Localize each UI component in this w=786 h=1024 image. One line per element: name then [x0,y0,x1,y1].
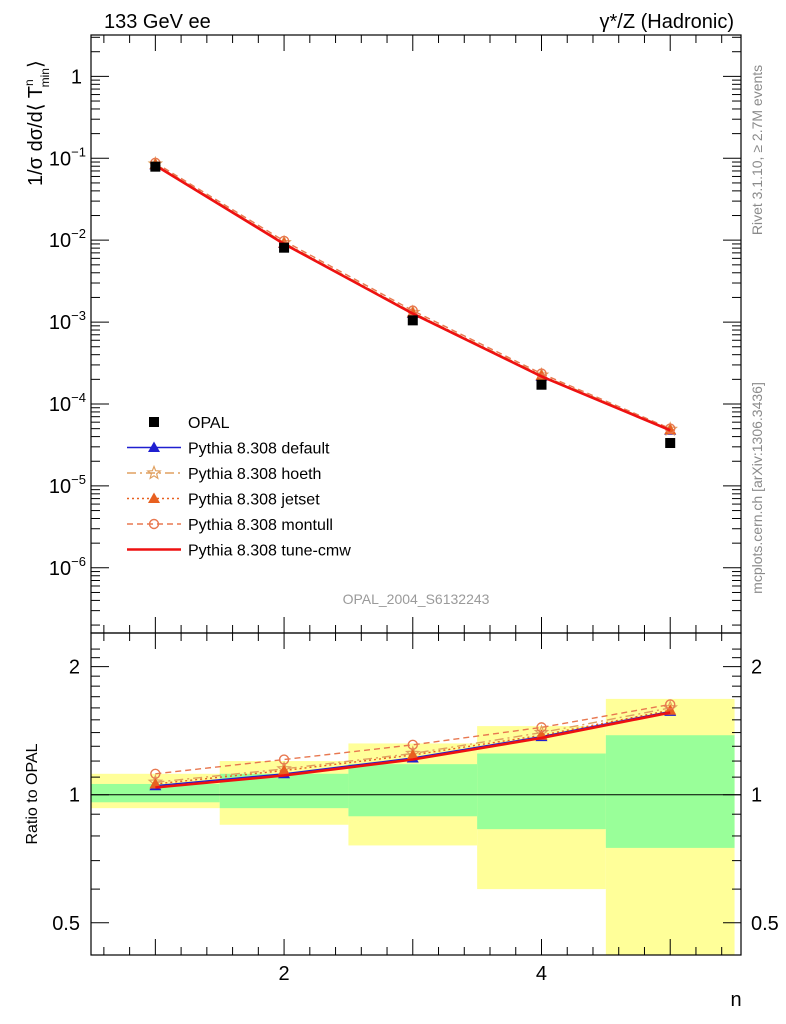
legend-item-tune_cmw: Pythia 8.308 tune-cmw [127,543,351,560]
x-axis-label: n [730,989,741,1011]
legend-item-montull: Pythia 8.308 montull [127,517,333,534]
ratio-point-jetset [149,777,162,789]
ratio-point-montull [407,739,418,751]
legend: OPAL Pythia 8.308 default Pythia 8.308 hoe… [127,415,351,560]
header-right: γ*/Z (Hadronic) [600,11,734,33]
main-y-tick-label: 10−6 [49,554,86,580]
legend-item-hoeth: Pythia 8.308 hoeth [127,464,321,483]
main-panel: 1 10−1 10−2 10−3 10−4 10−5 10−6 OPAL_2004_S613… [22,34,742,634]
ratio-ticks: 2 4 0.5 0.5 1 1 2 2 [52,633,779,985]
ratio-x-tick-label: 2 [279,963,290,985]
main-y-tick-label: 10−5 [49,472,86,498]
ratio-panel: 2 4 0.5 0.5 1 1 2 2 Ratio to OPAL n [24,632,779,1011]
main-point-opal [407,315,418,326]
legend-item-jetset: Pythia 8.308 jetset [127,492,320,509]
main-line-default [154,164,671,431]
main-y-tick-label: 10−1 [49,144,86,170]
main-y-tick-label: 10−3 [49,308,86,334]
ratio-line-tune_cmw [155,711,671,789]
ratio-bands [91,698,741,955]
legend-label-tune_cmw: Pythia 8.308 tune-cmw [188,543,351,560]
legend-label-jetset: Pythia 8.308 jetset [188,492,320,509]
ratio-y-tick-label: 0.5 [52,913,80,935]
legend-item-data: OPAL [149,415,230,432]
ratio-line-montull [155,703,671,775]
legend-marker-montull [148,518,160,530]
legend-marker-data [149,417,159,427]
ratio-y-tick-label-right: 2 [751,657,762,679]
band-inner [91,783,220,803]
main-point-opal [150,161,161,172]
ratio-marks [147,699,678,791]
main-line-jetset [154,163,671,431]
band-inner [348,764,478,817]
main-point-opal [665,438,676,449]
legend-marker-default [148,441,160,452]
ratio-point-jetset [278,764,291,776]
main-line-montull [154,162,671,430]
main-line-tune_cmw [154,164,671,432]
ratio-point-montull [278,754,290,765]
main-y-tick-label: 1 [71,66,82,88]
main-y-axis-label: 1/σ dσ/d⟨ Tn min⟩ [22,60,52,186]
legend-label-default: Pythia 8.308 default [188,441,330,458]
ratio-y-tick-label: 2 [69,657,80,679]
mcplots-label: mcplots.cern.ch [arXiv:1306.3436] [749,382,765,594]
main-point-opal [536,379,547,390]
ratio-point-montull [665,699,676,710]
watermark: OPAL_2004_S6132243 [343,591,490,607]
legend-item-default: Pythia 8.308 default [127,441,330,458]
main-y-tick-label: 10−2 [49,226,86,252]
ratio-y-axis-label: Ratio to OPAL [24,743,41,844]
ratio-y-tick-label-right: 1 [751,785,762,807]
main-point-opal [279,242,290,253]
header-left: 133 GeV ee [104,11,211,33]
ratio-point-montull [536,722,547,733]
band-inner [477,753,606,830]
ratio-point-jetset [406,748,419,760]
legend-label-data: OPAL [188,415,230,432]
ratio-point-montull [150,768,161,779]
ratio-line-jetset [155,709,671,785]
legend-label-hoeth: Pythia 8.308 hoeth [188,466,321,483]
legend-label-montull: Pythia 8.308 montull [188,517,333,534]
legend-marker-jetset [148,492,160,503]
ratio-x-tick-label: 4 [536,963,547,985]
main-marks [147,155,678,449]
main-line-hoeth [154,163,671,431]
rivet-label: Rivet 3.1.10, ≥ 2.7M events [749,65,765,235]
legend-marker-hoeth [146,464,162,480]
ratio-y-tick-label: 1 [69,785,80,807]
main-ticks: 1 10−1 10−2 10−3 10−4 10−5 10−6 [49,35,741,633]
ratio-y-tick-label-right: 0.5 [751,913,779,935]
main-y-tick-label: 10−4 [49,390,86,416]
band-inner [605,735,735,848]
ratio-frame [90,632,742,956]
